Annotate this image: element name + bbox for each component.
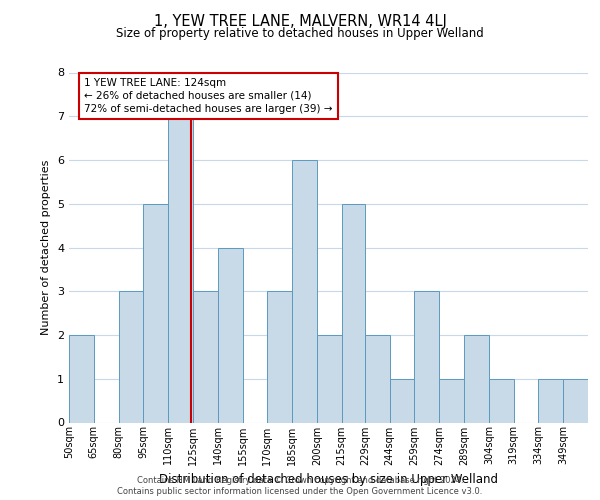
Bar	[317, 335, 342, 422]
Bar	[365, 335, 389, 422]
Bar	[292, 160, 317, 422]
Bar	[538, 379, 563, 422]
Text: Contains public sector information licensed under the Open Government Licence v3: Contains public sector information licen…	[118, 488, 482, 496]
Bar	[69, 335, 94, 422]
Y-axis label: Number of detached properties: Number of detached properties	[41, 160, 52, 335]
Bar	[389, 379, 415, 422]
Text: Contains HM Land Registry data © Crown copyright and database right 2024.: Contains HM Land Registry data © Crown c…	[137, 476, 463, 485]
Bar	[193, 291, 218, 422]
Bar	[439, 379, 464, 422]
Bar	[464, 335, 489, 422]
Text: Size of property relative to detached houses in Upper Welland: Size of property relative to detached ho…	[116, 28, 484, 40]
Text: 1, YEW TREE LANE, MALVERN, WR14 4LJ: 1, YEW TREE LANE, MALVERN, WR14 4LJ	[154, 14, 446, 29]
X-axis label: Distribution of detached houses by size in Upper Welland: Distribution of detached houses by size …	[159, 473, 498, 486]
Bar	[218, 248, 242, 422]
Bar	[489, 379, 514, 422]
Bar	[143, 204, 168, 422]
Text: 1 YEW TREE LANE: 124sqm
← 26% of detached houses are smaller (14)
72% of semi-de: 1 YEW TREE LANE: 124sqm ← 26% of detache…	[84, 78, 332, 114]
Bar	[342, 204, 365, 422]
Bar	[119, 291, 143, 422]
Bar	[415, 291, 439, 422]
Bar	[268, 291, 292, 422]
Bar	[563, 379, 588, 422]
Bar	[168, 116, 193, 422]
